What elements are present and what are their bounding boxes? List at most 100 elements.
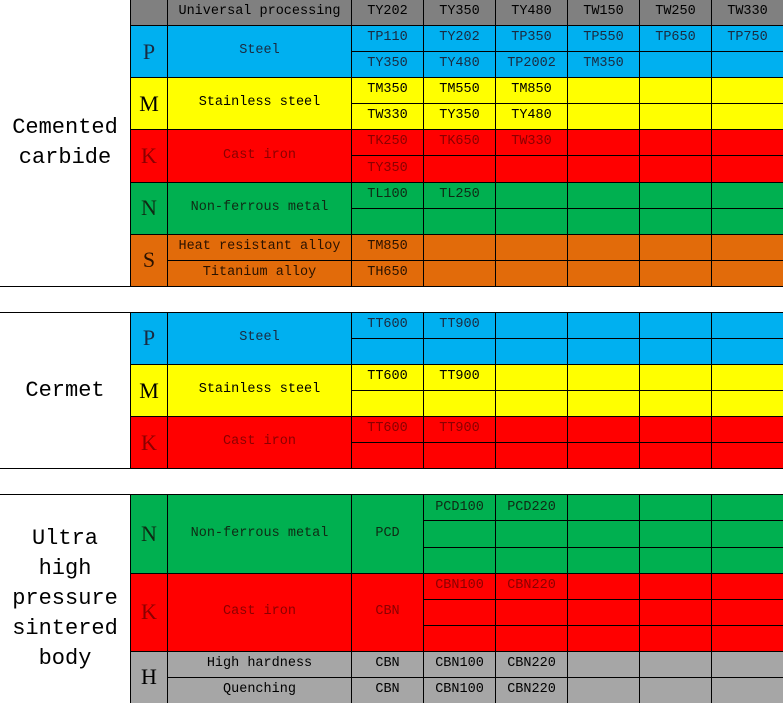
grade-cell: TP2002 <box>496 52 567 78</box>
empty-cell <box>712 104 783 130</box>
empty-cell <box>640 52 711 78</box>
empty-cell <box>640 156 711 182</box>
empty-cell <box>424 208 495 234</box>
empty-cell <box>496 338 567 365</box>
grade-cell: TT600 <box>352 365 423 391</box>
empty-cell <box>568 417 639 443</box>
empty-cell <box>712 312 783 338</box>
empty-cell <box>640 391 711 417</box>
iso-letter-k: K <box>131 130 167 182</box>
empty-cell <box>568 391 639 417</box>
grade-cell: CBN220 <box>496 651 567 677</box>
grade-cell: TM850 <box>496 78 567 104</box>
empty-cell <box>568 599 639 625</box>
header-grade: TW150 <box>568 0 639 26</box>
empty-cell <box>496 260 567 286</box>
iso-letter-p: P <box>131 312 167 365</box>
material-label: Non-ferrous metal <box>168 182 351 234</box>
empty-cell <box>640 495 711 521</box>
empty-cell <box>352 208 423 234</box>
header-grade: TW250 <box>640 0 711 26</box>
section-label: Cermet <box>0 312 130 469</box>
grade-cell: TY480 <box>424 52 495 78</box>
grade-cell: CBN <box>352 651 423 677</box>
empty-cell <box>712 599 783 625</box>
material-label: Heat resistant alloy <box>168 234 351 260</box>
empty-cell <box>424 234 495 260</box>
grade-cell: TL250 <box>424 182 495 208</box>
header-grade: TY350 <box>424 0 495 26</box>
empty-cell <box>640 521 711 547</box>
empty-cell <box>712 495 783 521</box>
grade-cell: TP110 <box>352 26 423 52</box>
iso-letter-m: M <box>131 78 167 130</box>
grade-cell: TM350 <box>568 52 639 78</box>
empty-cell <box>712 651 783 677</box>
grade-cell: TY350 <box>352 52 423 78</box>
iso-letter-p: P <box>131 26 167 78</box>
empty-cell <box>496 365 567 391</box>
empty-cell <box>640 208 711 234</box>
header-grade: TY202 <box>352 0 423 26</box>
empty-cell <box>496 391 567 417</box>
iso-letter-m: M <box>131 365 167 417</box>
iso-letter-k: K <box>131 573 167 651</box>
empty-cell <box>712 52 783 78</box>
header-grade: TY480 <box>496 0 567 26</box>
empty-cell <box>424 521 495 547</box>
material-label: Titanium alloy <box>168 260 351 286</box>
grade-cell: CBN220 <box>496 677 567 703</box>
grade-cell: TP350 <box>496 26 567 52</box>
empty-cell <box>568 182 639 208</box>
empty-cell <box>640 651 711 677</box>
grade-cell: TP650 <box>640 26 711 52</box>
empty-cell <box>424 599 495 625</box>
empty-cell <box>640 365 711 391</box>
empty-cell <box>640 338 711 365</box>
empty-cell <box>496 417 567 443</box>
empty-cell <box>712 443 783 469</box>
grade-cell: CBN100 <box>424 651 495 677</box>
header-letter-cell <box>131 0 167 26</box>
empty-cell <box>496 156 567 182</box>
empty-cell <box>640 417 711 443</box>
empty-cell <box>568 443 639 469</box>
empty-cell <box>496 521 567 547</box>
empty-cell <box>640 182 711 208</box>
grade-cell: TY350 <box>352 156 423 182</box>
empty-cell <box>640 234 711 260</box>
grade-cell: TT900 <box>424 417 495 443</box>
empty-cell <box>352 443 423 469</box>
empty-cell <box>712 156 783 182</box>
empty-cell <box>640 547 711 573</box>
grade-cell: PCD100 <box>424 495 495 521</box>
empty-cell <box>568 130 639 156</box>
empty-cell <box>496 312 567 338</box>
empty-cell <box>712 625 783 651</box>
iso-letter-s: S <box>131 234 167 286</box>
empty-cell <box>496 443 567 469</box>
material-label: Steel <box>168 312 351 365</box>
empty-cell <box>712 391 783 417</box>
empty-cell <box>712 234 783 260</box>
empty-cell <box>640 130 711 156</box>
section-spacer <box>0 469 783 495</box>
empty-cell <box>568 156 639 182</box>
grade-cell: TY350 <box>424 104 495 130</box>
empty-cell <box>640 599 711 625</box>
grade-cell: TM550 <box>424 78 495 104</box>
empty-cell <box>568 260 639 286</box>
empty-cell <box>712 417 783 443</box>
empty-cell <box>424 443 495 469</box>
empty-cell <box>568 338 639 365</box>
empty-cell <box>568 495 639 521</box>
empty-cell <box>424 156 495 182</box>
empty-cell <box>712 208 783 234</box>
grade-cell: PCD220 <box>496 495 567 521</box>
empty-cell <box>568 625 639 651</box>
grade-cell: TY480 <box>496 104 567 130</box>
empty-cell <box>712 573 783 599</box>
grade-cell: TL100 <box>352 182 423 208</box>
material-label: Stainless steel <box>168 365 351 417</box>
